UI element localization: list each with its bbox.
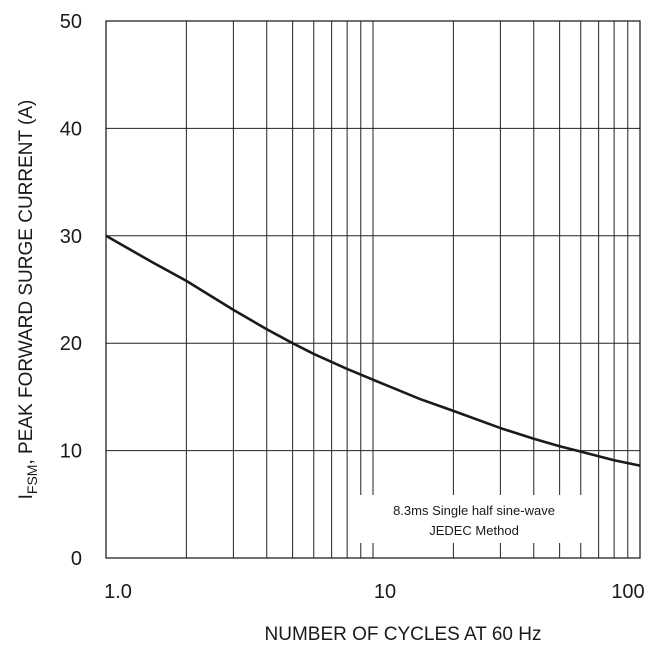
- y-axis-title-suffix: , PEAK FORWARD SURGE CURRENT (A): [16, 100, 37, 465]
- y-tick-label: 30: [60, 226, 82, 248]
- surge-current-curve: [105, 234, 641, 467]
- x-tick-labels: 1.0 10 100: [104, 581, 645, 603]
- x-tick-label: 10: [374, 581, 396, 603]
- y-tick-label: 0: [71, 548, 82, 570]
- y-tick-label: 10: [60, 441, 82, 463]
- y-tick-label: 20: [60, 333, 82, 355]
- y-axis-title-subscript: FSM: [24, 465, 40, 495]
- y-tick-label: 50: [60, 11, 82, 33]
- annotation-box: [356, 495, 592, 543]
- y-axis-title-prefix: I: [16, 494, 37, 499]
- annotation-line-2: JEDEC Method: [429, 523, 519, 538]
- y-axis-title: IFSM, PEAK FORWARD SURGE CURRENT (A): [16, 100, 40, 500]
- y-tick-label: 40: [60, 118, 82, 140]
- grid-lines: [106, 21, 640, 558]
- annotation-line-1: 8.3ms Single half sine-wave: [393, 503, 555, 518]
- x-tick-label: 1.0: [104, 581, 132, 603]
- x-tick-label: 100: [611, 581, 644, 603]
- x-axis-title: NUMBER OF CYCLES AT 60 Hz: [265, 624, 542, 645]
- plot-frame: [105, 20, 641, 559]
- y-tick-labels: 0 10 20 30 40 50: [60, 11, 82, 570]
